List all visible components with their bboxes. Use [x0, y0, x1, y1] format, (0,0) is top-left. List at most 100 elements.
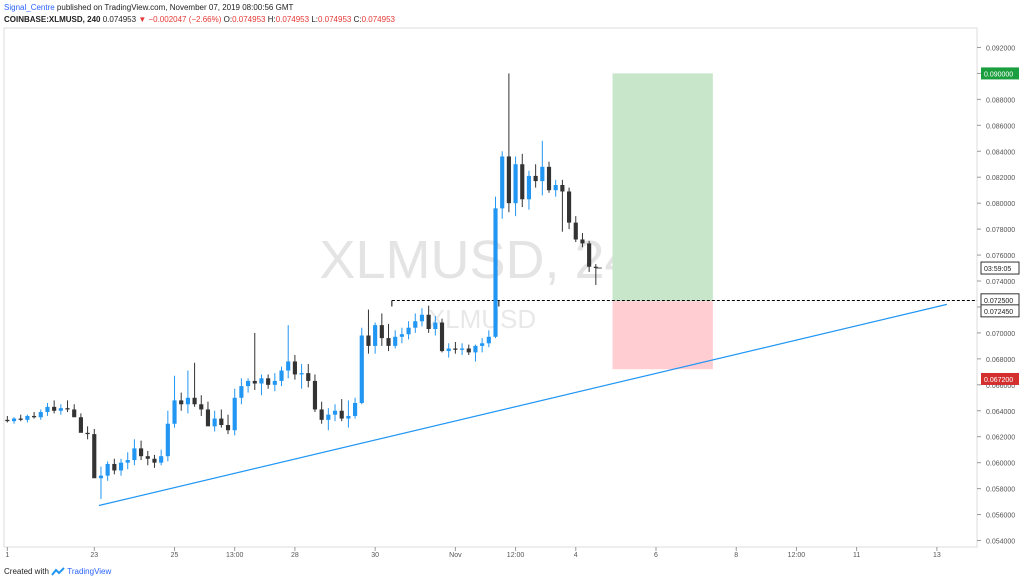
x-tick-label: 23: [90, 552, 98, 559]
candle: [98, 466, 104, 499]
candle: [513, 156, 518, 217]
candle: [386, 323, 391, 352]
candle: [546, 161, 552, 193]
candle-body: [5, 419, 10, 422]
target-zone: [612, 73, 713, 302]
candle-body: [526, 175, 532, 200]
candle-body: [259, 378, 264, 384]
candle: [125, 452, 130, 470]
y-tick-label: 0.088000: [986, 97, 1015, 104]
x-tick-label: 25: [171, 552, 179, 559]
candle: [393, 330, 398, 349]
candle-body: [326, 414, 331, 420]
y-tick-label: 0.060000: [986, 461, 1015, 468]
y-tick-label: 0.066000: [986, 383, 1015, 390]
candle: [480, 338, 485, 353]
candle-body: [105, 463, 110, 476]
target-price-label: 0.090000: [984, 71, 1013, 78]
candle-body: [252, 380, 257, 384]
y-tick-label: 0.084000: [986, 149, 1015, 156]
x-tick-label: 6: [654, 552, 658, 559]
x-tick-label: 8: [734, 552, 738, 559]
stop-zone: [612, 301, 713, 370]
candle-body: [473, 345, 478, 353]
candle-body: [152, 458, 157, 463]
candle-body: [45, 406, 50, 413]
candle: [426, 305, 431, 333]
candle-body: [453, 348, 458, 350]
x-tick-label: 4: [574, 552, 578, 559]
candle-body: [379, 325, 384, 339]
candle-body: [480, 343, 485, 346]
candle-body: [58, 408, 63, 411]
candle: [460, 343, 465, 355]
candle-body: [286, 361, 291, 371]
candle: [38, 409, 43, 420]
candle-body: [52, 406, 57, 411]
candle: [526, 170, 532, 210]
candle: [286, 325, 291, 379]
entry-price-label: 0.072450: [984, 309, 1013, 316]
candle-body: [232, 397, 237, 431]
candle: [500, 151, 505, 219]
candle: [272, 373, 277, 392]
candle-body: [399, 334, 404, 337]
candle-body: [145, 456, 150, 459]
candle: [553, 179, 558, 197]
candle: [520, 153, 525, 208]
candle-body: [205, 409, 211, 427]
price-change: ▼ −0.002047 (−2.66%): [138, 15, 222, 24]
candle: [279, 366, 284, 387]
candle-body: [85, 432, 90, 435]
candle-body: [65, 408, 70, 410]
candle-body: [426, 314, 431, 330]
candle-body: [312, 380, 318, 410]
candle-body: [78, 417, 83, 433]
candle-body: [513, 164, 518, 204]
candle-body: [500, 156, 505, 209]
y-tick-label: 0.056000: [986, 513, 1015, 520]
close-label: C:: [353, 15, 362, 24]
countdown-label: 03:59:05: [984, 266, 1011, 273]
candle: [473, 344, 478, 362]
candle: [45, 402, 50, 416]
candle: [246, 378, 251, 393]
candle: [145, 450, 150, 466]
candle: [493, 196, 498, 339]
resistance-price-label: 0.072500: [984, 298, 1013, 305]
candle: [85, 426, 90, 440]
author-link[interactable]: Signal_Centre: [4, 3, 55, 12]
open-value: 0.074953: [232, 15, 266, 24]
candle-body: [587, 243, 592, 267]
candle: [506, 73, 511, 213]
candle-body: [433, 322, 438, 330]
symbol-label[interactable]: COINBASE:XLMUSD, 240: [4, 15, 101, 24]
candle-body: [466, 348, 471, 353]
candle-body: [506, 156, 511, 204]
candle-body: [18, 418, 23, 420]
candle: [359, 327, 364, 405]
candle: [185, 370, 190, 414]
candle: [118, 458, 124, 476]
candle-body: [132, 448, 137, 461]
candle: [199, 395, 204, 416]
candle-body: [299, 373, 304, 375]
candle: [339, 399, 344, 422]
candle: [379, 313, 384, 346]
tradingview-brand[interactable]: TradingView: [67, 567, 112, 576]
candle-body: [239, 386, 244, 398]
candle: [533, 164, 538, 188]
candle: [259, 374, 264, 396]
candle-body: [125, 460, 130, 463]
candle-body: [493, 208, 498, 337]
candle: [32, 412, 37, 419]
candle: [419, 308, 425, 327]
candle-body: [580, 239, 585, 244]
candle: [587, 240, 592, 272]
candle-body: [540, 166, 545, 182]
high-value: 0.074953: [275, 15, 310, 24]
candle-body: [359, 335, 364, 403]
candle-body: [25, 415, 30, 420]
x-tick-label: 12:00: [788, 552, 806, 559]
